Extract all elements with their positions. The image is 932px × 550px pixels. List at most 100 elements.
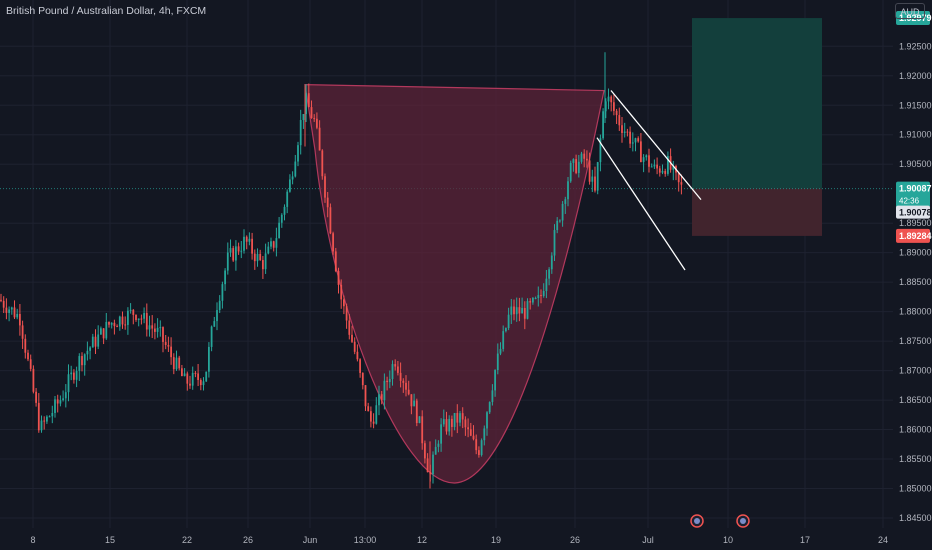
candle-body — [259, 253, 262, 261]
candle-body — [164, 341, 167, 345]
candle-body — [478, 450, 480, 455]
candle-body — [156, 327, 159, 332]
candle-body — [100, 328, 102, 335]
candle-body — [461, 413, 464, 420]
candle-body — [532, 298, 534, 303]
countdown-text: 42:36 — [899, 197, 920, 206]
candle-body — [364, 385, 367, 407]
candle-body — [564, 199, 567, 204]
candle-body — [553, 230, 556, 256]
candle-body — [181, 368, 183, 377]
candle-body — [637, 138, 640, 142]
candle-body — [81, 356, 83, 366]
candle-body — [559, 220, 561, 222]
candle-body — [648, 155, 650, 167]
price-tick-label: 1.88000 — [899, 307, 932, 317]
candle-body — [413, 400, 415, 407]
stop-price-badge — [896, 228, 930, 243]
candle-body — [494, 370, 496, 391]
candle-body — [664, 171, 667, 174]
candle-body — [40, 420, 43, 431]
candle-body — [472, 435, 475, 440]
candle-body — [213, 321, 216, 327]
candle-body — [556, 220, 559, 231]
stop-zone — [692, 188, 822, 236]
price-tick-label: 1.85000 — [899, 484, 932, 494]
candle-body — [356, 351, 359, 360]
candle-body — [102, 328, 105, 339]
price-tick-label: 1.86500 — [899, 395, 932, 405]
candle-body — [205, 371, 208, 382]
symbol-title: British Pound / Australian Dollar, 4h, F… — [6, 5, 207, 17]
dividend-flag-icon-inner — [694, 518, 700, 524]
candle-body — [299, 120, 302, 146]
time-tick-label: 26 — [243, 535, 253, 545]
candle-body — [137, 318, 140, 320]
candle-body — [634, 138, 637, 143]
time-axis[interactable]: 8 15 22 26 Jun 13:00 12 19 26 Jul 10 17 24 — [0, 528, 932, 550]
candle-body — [286, 191, 289, 207]
candle-body — [586, 158, 588, 161]
candle-body — [35, 391, 37, 403]
candle-body — [445, 419, 448, 432]
event-markers — [690, 514, 750, 528]
candle-body — [613, 102, 615, 111]
candle-body — [305, 93, 307, 115]
candle-body — [626, 131, 629, 133]
candle-body — [289, 179, 291, 192]
candle-body — [21, 325, 24, 339]
candle-body — [451, 418, 453, 427]
candle-body — [548, 269, 550, 279]
candle-body — [486, 412, 488, 429]
candle-body — [199, 379, 202, 386]
candle-body — [550, 255, 553, 270]
candle-body — [291, 176, 294, 180]
candle-body — [113, 322, 116, 327]
candle-body — [318, 127, 321, 151]
candle-body — [189, 383, 191, 386]
time-tick-label: 26 — [570, 535, 580, 545]
candle-body — [78, 356, 81, 371]
candle-body — [208, 346, 210, 372]
candle-body — [343, 299, 345, 307]
descending-channel[interactable] — [596, 90, 702, 271]
candle-body — [372, 421, 375, 424]
channel-lower-line — [596, 137, 686, 271]
price-tick-label: 1.91500 — [899, 100, 932, 110]
candle-body — [132, 309, 135, 315]
candle-body — [607, 96, 610, 102]
candle-body — [278, 222, 280, 239]
candle-body — [218, 300, 221, 311]
dividend-flag-icon-inner — [740, 518, 746, 524]
candle-body — [29, 359, 32, 369]
candle-body — [59, 400, 62, 404]
candle-body — [340, 284, 343, 300]
candle-body — [437, 443, 440, 447]
candle-body — [496, 353, 499, 371]
price-axis[interactable]: 1.92500 1.92000 1.91500 1.91000 1.90500 1.895… — [893, 0, 932, 550]
candle-body — [440, 424, 442, 444]
candle-body — [237, 246, 240, 252]
candle-body — [631, 142, 634, 144]
candle-body — [272, 241, 275, 248]
candle-body — [464, 419, 467, 428]
bid-price-badge — [896, 205, 930, 219]
candle-body — [148, 325, 151, 330]
candle-body — [226, 252, 229, 271]
time-tick-label: Jul — [642, 535, 654, 545]
candle-body — [645, 155, 648, 158]
candle-body — [602, 111, 604, 139]
candle-body — [170, 346, 172, 358]
price-tick-label: 1.90500 — [899, 159, 932, 169]
candle-body — [640, 141, 642, 163]
candle-body — [337, 271, 340, 285]
candle-body — [383, 380, 386, 401]
candle-body — [154, 328, 156, 332]
candle-body — [70, 372, 73, 375]
candle-body — [426, 458, 429, 473]
currency-button[interactable]: AUD — [895, 3, 925, 19]
candle-body — [518, 307, 521, 314]
candle-body — [510, 306, 513, 315]
candle-body — [629, 131, 631, 144]
